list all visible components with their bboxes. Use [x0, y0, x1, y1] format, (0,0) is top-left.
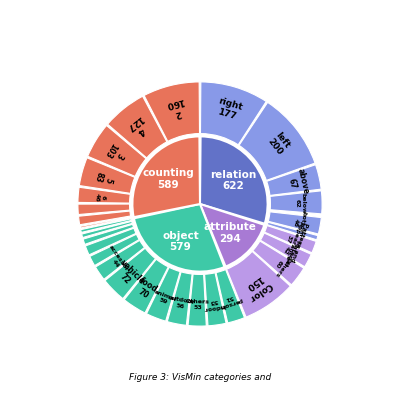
- Wedge shape: [200, 83, 266, 146]
- Text: 3
103: 3 103: [102, 141, 127, 164]
- Text: indoor
53: indoor 53: [202, 297, 226, 310]
- Wedge shape: [200, 137, 268, 224]
- Wedge shape: [188, 274, 206, 326]
- Wedge shape: [268, 212, 321, 234]
- Wedge shape: [96, 241, 144, 280]
- Wedge shape: [264, 226, 316, 253]
- Wedge shape: [78, 204, 130, 215]
- Wedge shape: [267, 223, 318, 240]
- Text: 2
160: 2 160: [165, 96, 188, 119]
- Text: counting
589: counting 589: [142, 168, 194, 189]
- Text: food
70: food 70: [133, 275, 160, 302]
- Text: below
62: below 62: [294, 193, 306, 213]
- Text: Figure 3: VisMin categories and: Figure 3: VisMin categories and: [129, 372, 271, 381]
- Wedge shape: [270, 191, 322, 214]
- Text: left
200: left 200: [266, 130, 292, 156]
- Text: Material
42: Material 42: [277, 235, 300, 266]
- Wedge shape: [124, 260, 168, 313]
- Text: bottom
46: bottom 46: [291, 209, 306, 236]
- Wedge shape: [90, 235, 139, 266]
- Text: outdoor
56: outdoor 56: [166, 294, 196, 310]
- Wedge shape: [78, 188, 130, 204]
- Text: relation
622: relation 622: [210, 169, 256, 191]
- Wedge shape: [216, 270, 244, 323]
- Text: Others
60: Others 60: [269, 251, 292, 277]
- Wedge shape: [134, 204, 224, 272]
- Wedge shape: [132, 137, 200, 218]
- Wedge shape: [85, 229, 136, 255]
- Wedge shape: [108, 97, 167, 159]
- Text: attribute
294: attribute 294: [204, 222, 257, 243]
- Wedge shape: [88, 126, 146, 177]
- Text: object
579: object 579: [162, 230, 199, 252]
- Wedge shape: [200, 204, 264, 267]
- Wedge shape: [81, 219, 132, 233]
- Text: right
177: right 177: [214, 96, 243, 122]
- Wedge shape: [253, 241, 304, 285]
- Text: Pattern and
Appearance
37: Pattern and Appearance 37: [278, 217, 309, 262]
- Wedge shape: [260, 234, 311, 267]
- Text: 5
83: 5 83: [93, 170, 114, 186]
- Text: animal
59: animal 59: [151, 288, 177, 307]
- Wedge shape: [80, 218, 131, 229]
- Wedge shape: [83, 225, 134, 245]
- Wedge shape: [82, 222, 132, 238]
- Wedge shape: [78, 211, 130, 225]
- Wedge shape: [226, 252, 290, 317]
- Wedge shape: [239, 103, 315, 181]
- Text: above
67: above 67: [285, 167, 310, 197]
- Wedge shape: [267, 165, 321, 196]
- Text: 4
127: 4 127: [124, 113, 151, 140]
- Text: 6
46: 6 46: [94, 192, 106, 202]
- Wedge shape: [105, 249, 156, 299]
- Wedge shape: [205, 273, 226, 326]
- Text: person
51: person 51: [216, 291, 243, 308]
- Wedge shape: [144, 83, 200, 142]
- Wedge shape: [167, 272, 192, 326]
- Text: accessory
44: accessory 44: [103, 244, 132, 279]
- Text: vehicle
72: vehicle 72: [111, 257, 147, 292]
- Wedge shape: [146, 267, 180, 321]
- Wedge shape: [270, 211, 322, 216]
- Text: Color
150: Color 150: [241, 271, 274, 302]
- Text: Others
53: Others 53: [186, 299, 210, 310]
- Wedge shape: [79, 158, 135, 194]
